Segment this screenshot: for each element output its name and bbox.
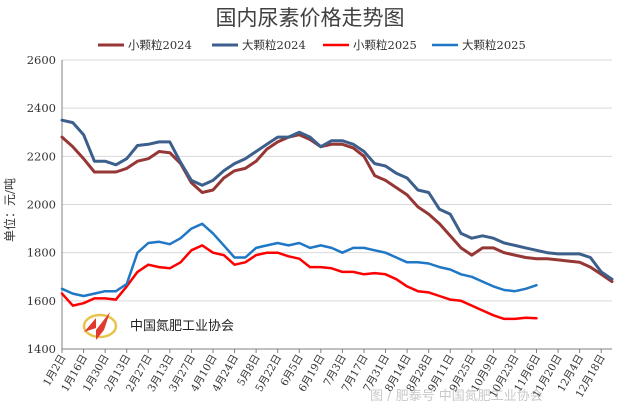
series-lines	[60, 118, 614, 321]
legend-label-1: 大颗粒2024	[242, 38, 306, 52]
series-line-2	[60, 244, 538, 321]
y-tick-label: 1400	[27, 342, 56, 356]
legend: 小颗粒2024 大颗粒2024 小颗粒2025 大颗粒2025	[98, 38, 526, 52]
y-tick-labels: 1400 1600 1800 2000 2200 2400 2600	[27, 53, 56, 356]
logo-n-mark	[84, 312, 110, 340]
gridlines	[62, 59, 612, 302]
legend-label-2: 小颗粒2025	[353, 38, 417, 52]
y-axis-label: 单位：元/吨	[2, 178, 17, 242]
y-tick-label: 2600	[27, 53, 56, 67]
legend-label-0: 小颗粒2024	[128, 38, 192, 52]
series-line-3	[60, 222, 538, 298]
cnfia-logo	[82, 312, 118, 340]
y-tick-label: 1800	[27, 246, 56, 260]
series-line-0	[60, 133, 614, 284]
source-overlay: 图 / 肥泰号 中国氮肥工业协会	[370, 389, 543, 404]
logo-ellipse	[82, 313, 118, 339]
chart-title: 国内尿素价格走势图	[216, 6, 405, 30]
series-line-1	[60, 118, 614, 281]
y-tick-label: 2000	[27, 198, 56, 212]
y-tick-label: 2200	[27, 149, 56, 163]
y-tick-label: 2400	[27, 101, 56, 115]
watermark-org-name: 中国氮肥工业协会	[130, 319, 234, 334]
legend-label-3: 大颗粒2025	[462, 38, 526, 52]
y-tick-label: 1600	[27, 294, 56, 308]
